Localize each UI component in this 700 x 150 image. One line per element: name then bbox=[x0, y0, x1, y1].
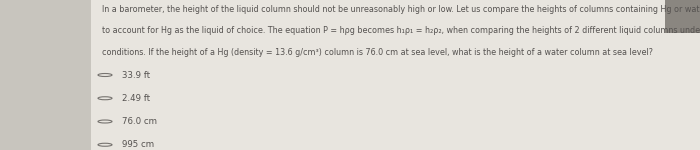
Text: In a barometer, the height of the liquid column should not be unreasonably high : In a barometer, the height of the liquid… bbox=[102, 4, 700, 14]
Text: 76.0 cm: 76.0 cm bbox=[122, 117, 158, 126]
FancyBboxPatch shape bbox=[665, 0, 700, 33]
Text: to account for Hg as the liquid of choice. The equation P = hρg becomes h₁ρ₁ = h: to account for Hg as the liquid of choic… bbox=[102, 26, 700, 35]
Text: conditions. If the height of a Hg (density = 13.6 g/cm³) column is 76.0 cm at se: conditions. If the height of a Hg (densi… bbox=[102, 48, 652, 57]
Text: 33.9 ft: 33.9 ft bbox=[122, 70, 150, 80]
Text: 995 cm: 995 cm bbox=[122, 140, 155, 149]
FancyBboxPatch shape bbox=[0, 0, 91, 150]
Text: 2.49 ft: 2.49 ft bbox=[122, 94, 150, 103]
